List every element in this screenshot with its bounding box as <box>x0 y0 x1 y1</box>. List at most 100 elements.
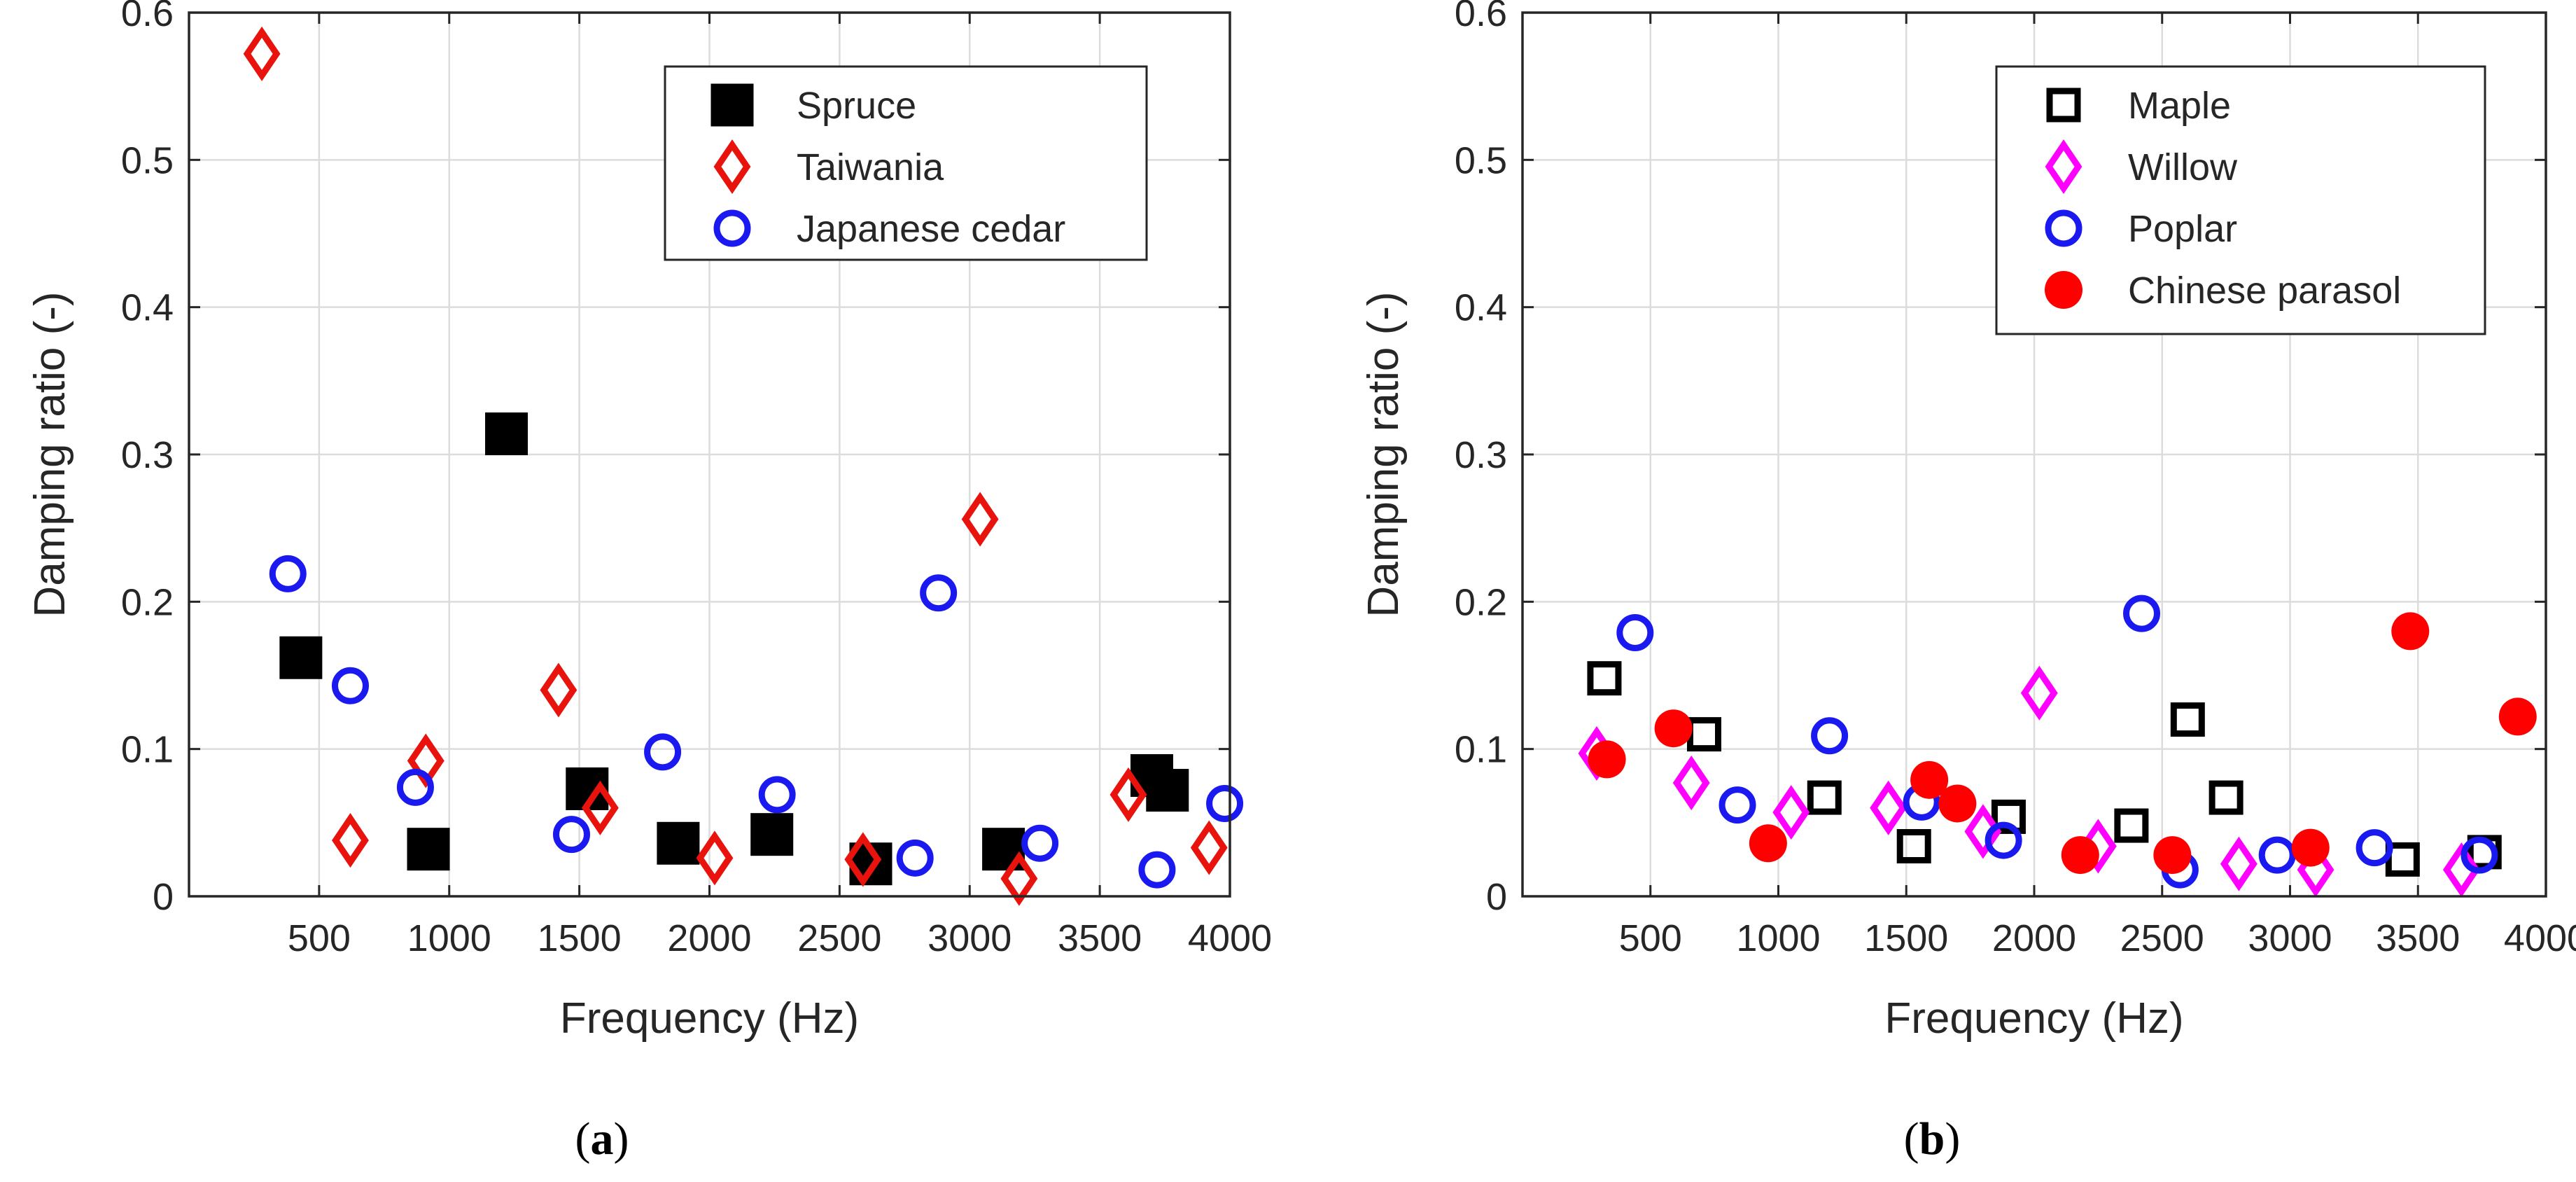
data-point <box>920 574 958 612</box>
x-tick-label: 1000 <box>1736 917 1820 959</box>
data-point <box>2258 836 2296 874</box>
data-point <box>332 813 369 868</box>
data-point <box>581 780 619 835</box>
data-point <box>1807 780 1842 815</box>
legend-label: Maple <box>2128 85 2231 127</box>
y-tick-label: 0 <box>1486 876 1507 918</box>
y-tick-label: 0.3 <box>121 434 174 476</box>
x-tick-label: 3500 <box>2376 917 2460 959</box>
data-point <box>1718 786 1756 824</box>
y-tick-label: 0.4 <box>121 287 174 329</box>
data-point <box>1749 824 1787 863</box>
x-tick-label: 3000 <box>927 917 1011 959</box>
data-point <box>644 733 682 771</box>
data-point <box>1110 767 1147 822</box>
x-tick-label: 1500 <box>1864 917 1948 959</box>
data-point <box>1190 820 1228 875</box>
data-point <box>2153 836 2192 875</box>
data-point <box>2061 836 2099 875</box>
legend: Spruce Taiwania Japanese cedar <box>664 65 1148 261</box>
x-tick-label: 2500 <box>2120 917 2204 959</box>
data-point <box>2123 595 2161 632</box>
data-point <box>1588 740 1626 779</box>
data-point <box>1616 614 1654 652</box>
legend-marker <box>713 139 751 195</box>
x-axis-label: Frequency (Hz) <box>1884 994 2183 1043</box>
data-point <box>2170 702 2205 737</box>
x-tick-label: 2000 <box>1992 917 2076 959</box>
panel-caption: (a) <box>575 1113 629 1164</box>
data-point <box>844 832 882 887</box>
data-point <box>552 816 590 854</box>
data-point <box>1587 661 1622 696</box>
series-willow <box>1578 665 2480 898</box>
chart-panel-b: 500 1000 1500 2000 2500 3000 3500 4000 0 0.1 0.2 0.… <box>1359 0 2576 1164</box>
data-point <box>485 412 528 456</box>
data-point <box>1000 851 1038 906</box>
data-point <box>1138 851 1176 889</box>
data-point <box>1910 760 1949 799</box>
panel-caption: (b) <box>1904 1113 1961 1164</box>
x-tick-label: 3500 <box>1058 917 1142 959</box>
data-point <box>269 555 307 592</box>
y-axis-label: Damping ratio (-) <box>1359 291 1408 617</box>
legend-label: Spruce <box>797 85 916 127</box>
chart-panel-a: 500 1000 1500 2000 2500 3000 3500 4000 0 0.1 0.2 0.… <box>26 0 1272 1164</box>
data-point <box>2356 829 2393 867</box>
data-point <box>750 813 794 856</box>
legend-marker <box>713 209 751 247</box>
legend-label: Japanese cedar <box>797 208 1065 250</box>
data-point <box>2020 665 2058 721</box>
data-point <box>1206 784 1244 822</box>
y-tick-label: 0.6 <box>1455 0 1507 34</box>
data-point <box>1991 799 2026 834</box>
data-point <box>1021 824 1059 862</box>
data-point <box>540 662 578 718</box>
y-tick-label: 0.2 <box>121 581 174 623</box>
x-tick-label: 3000 <box>2248 917 2332 959</box>
x-axis-label: Frequency (Hz) <box>560 994 859 1043</box>
legend-label: Chinese parasol <box>2128 270 2401 312</box>
y-tick-label: 0.3 <box>1455 434 1507 476</box>
data-point <box>1672 756 1710 811</box>
legend-label: Willow <box>2128 146 2238 188</box>
y-tick-label: 0 <box>153 876 174 918</box>
data-point <box>2498 697 2537 736</box>
x-tick-label: 4000 <box>1188 917 1272 959</box>
data-point <box>2460 836 2498 874</box>
plot-area-frame <box>188 11 1231 898</box>
data-point <box>1964 804 2002 859</box>
data-point <box>961 492 999 547</box>
data-point <box>1146 769 1189 812</box>
legend-marker <box>2045 139 2082 195</box>
data-point <box>331 667 369 704</box>
data-point <box>407 733 444 788</box>
y-tick-label: 0.1 <box>1455 729 1507 771</box>
data-point <box>896 839 934 877</box>
data-point <box>396 768 434 806</box>
data-point <box>2114 808 2149 843</box>
y-tick-label: 0.5 <box>121 139 174 181</box>
data-point <box>1984 821 2022 859</box>
legend-label: Poplar <box>2128 208 2237 250</box>
data-point <box>1687 717 1722 752</box>
y-tick-label: 0.2 <box>1455 581 1507 623</box>
data-point <box>243 26 281 81</box>
legend-marker <box>2046 88 2081 123</box>
data-point <box>2208 780 2244 815</box>
data-point <box>2391 612 2430 651</box>
plot-area-frame <box>1521 11 2547 898</box>
series-japanese-cedar <box>269 555 1244 889</box>
data-point <box>1870 780 1907 835</box>
legend-marker <box>2045 209 2082 247</box>
data-point <box>1938 784 1977 823</box>
x-tick-label: 500 <box>288 917 351 959</box>
y-tick-label: 0.1 <box>121 729 174 771</box>
data-point <box>2220 836 2258 891</box>
data-point <box>758 776 796 814</box>
series-spruce <box>279 412 1189 886</box>
data-point <box>696 830 734 886</box>
x-tick-label: 1500 <box>538 917 622 959</box>
x-tick-label: 2500 <box>797 917 881 959</box>
